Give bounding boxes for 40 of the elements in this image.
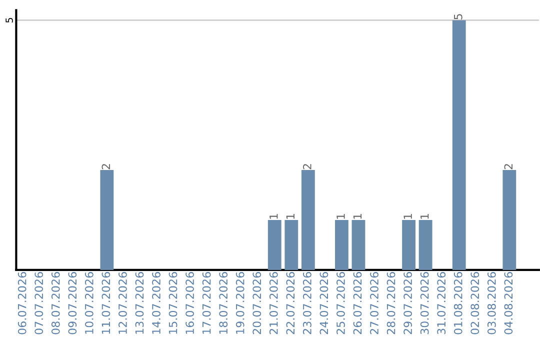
x-tick-label: 19.07.2026	[236, 272, 244, 334]
x-tick-label: 18.07.2026	[219, 272, 228, 334]
x-tick-label: 20.07.2026	[252, 272, 262, 334]
data-label: 2	[302, 164, 312, 170]
x-tick-label: 06.07.2026	[18, 272, 26, 334]
x-tick-label: 08.07.2026	[51, 272, 60, 334]
x-tick-label: 24.07.2026	[320, 272, 328, 334]
x-tick-label: 02.08.2026	[470, 272, 480, 334]
data-label: 5	[454, 14, 462, 20]
x-tick-label: 10.07.2026	[84, 272, 94, 334]
data-label: 1	[420, 214, 429, 219]
x-tick-label: 15.07.2026	[168, 272, 178, 334]
x-tick-label: 26.07.2026	[353, 272, 362, 334]
data-label: 2	[504, 164, 512, 170]
data-label: 2	[102, 164, 110, 170]
x-tick-label: 17.07.2026	[202, 272, 211, 334]
x-tick-label: 25.07.2026	[336, 272, 345, 334]
x-tick-label: 09.07.2026	[68, 272, 77, 334]
x-tick-label: 13.07.2026	[135, 272, 144, 334]
x-tick-label: 30.07.2026	[420, 272, 429, 334]
data-label: 1	[270, 214, 278, 219]
x-tick-label: 29.07.2026	[404, 272, 412, 334]
x-tick-label: 27.07.2026	[370, 272, 378, 334]
data-label: 1	[336, 214, 345, 219]
x-tick-label: 11.07.2026	[102, 272, 110, 334]
x-tick-label: 31.07.2026	[437, 272, 446, 334]
x-tick-label: 16.07.2026	[186, 272, 194, 334]
x-tick-label: 04.08.2026	[504, 272, 513, 334]
x-tick-label: 12.07.2026	[118, 272, 127, 334]
x-tick-label: 01.08.2026	[454, 272, 462, 334]
x-tick-label: 28.07.2026	[386, 272, 396, 334]
data-label: 1	[286, 214, 294, 219]
x-tick-label: 22.07.2026	[286, 272, 295, 334]
x-tick-label: 14.07.2026	[152, 272, 160, 334]
x-tick-label: 07.07.2026	[34, 272, 44, 334]
data-label: 1	[353, 214, 362, 219]
x-tick-label: 23.07.2026	[302, 272, 312, 334]
data-label: 1	[404, 214, 412, 219]
x-tick-label: 03.08.2026	[487, 272, 496, 334]
x-tick-label: 21.07.2026	[269, 272, 278, 334]
